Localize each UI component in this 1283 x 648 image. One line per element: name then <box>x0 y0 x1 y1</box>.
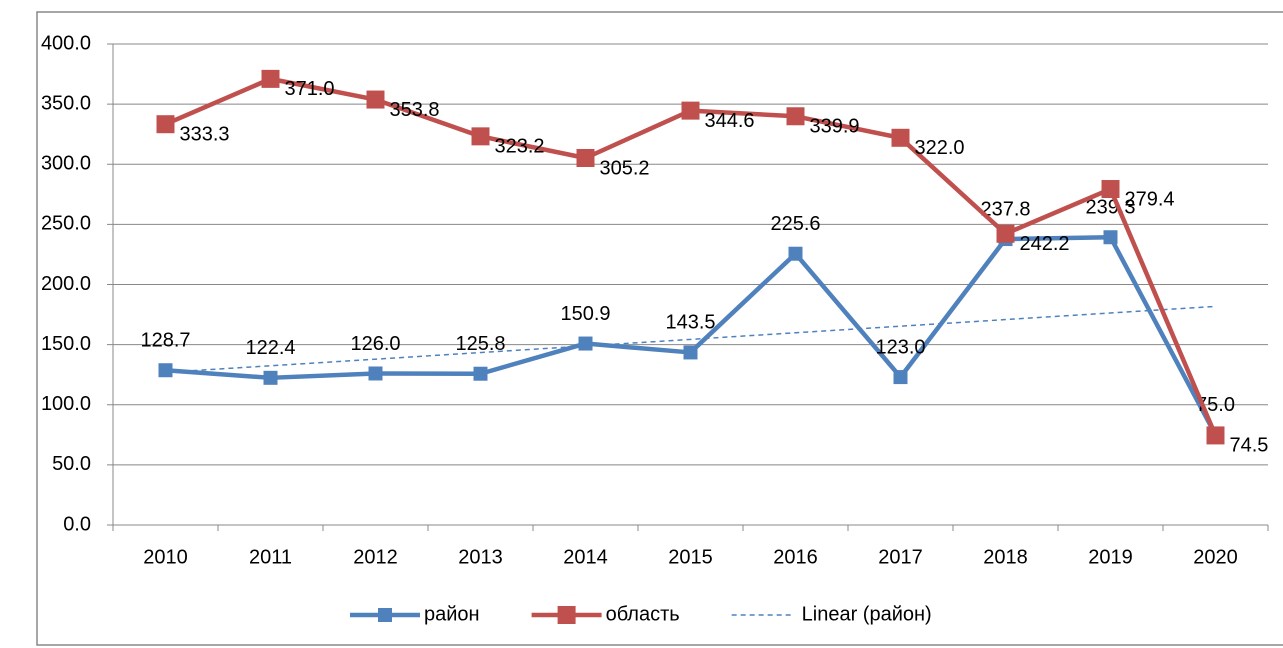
marker <box>996 224 1015 243</box>
x-tick-label: 2013 <box>458 546 503 568</box>
chart-frame <box>36 11 1283 646</box>
marker <box>366 90 385 109</box>
data-label: 143.5 <box>665 312 715 334</box>
data-label: 242.2 <box>1020 233 1070 255</box>
y-tick-label: 400.0 <box>41 32 91 54</box>
x-tick-label: 2014 <box>563 546 608 568</box>
legend-label: Linear (район) <box>802 603 932 625</box>
y-tick-label: 0.0 <box>63 513 91 535</box>
y-tick-label: 150.0 <box>41 333 91 355</box>
y-tick-label: 100.0 <box>41 393 91 415</box>
data-label: 126.0 <box>350 333 400 355</box>
data-label: 339.9 <box>810 116 860 138</box>
y-tick-label: 50.0 <box>52 453 91 475</box>
marker <box>263 370 278 385</box>
data-label: 322.0 <box>915 137 965 159</box>
marker <box>368 366 383 381</box>
x-tick-label: 2010 <box>143 546 188 568</box>
y-tick-label: 250.0 <box>41 213 91 235</box>
x-tick-label: 2017 <box>878 546 923 568</box>
data-label: 305.2 <box>600 157 650 179</box>
x-tick-label: 2015 <box>668 546 713 568</box>
legend-label: район <box>424 603 480 625</box>
marker <box>786 107 805 126</box>
data-label: 128.7 <box>140 330 190 352</box>
marker <box>1206 426 1225 445</box>
marker <box>158 363 173 378</box>
marker <box>578 336 593 351</box>
x-tick-label: 2018 <box>983 546 1028 568</box>
data-label: 323.2 <box>495 136 545 158</box>
data-label: 237.8 <box>980 198 1030 220</box>
data-label: 279.4 <box>1125 188 1175 210</box>
marker <box>788 246 803 261</box>
data-label: 123.0 <box>875 336 925 358</box>
x-tick-label: 2012 <box>353 546 398 568</box>
data-label: 344.6 <box>705 110 755 132</box>
data-label: 122.4 <box>245 337 295 359</box>
x-tick-label: 2016 <box>773 546 818 568</box>
data-label: 74.5 <box>1230 435 1269 457</box>
legend-marker <box>557 606 576 624</box>
legend-marker <box>378 608 392 622</box>
marker <box>891 128 910 147</box>
data-label: 333.3 <box>180 123 230 145</box>
data-label: 225.6 <box>770 213 820 235</box>
y-tick-label: 300.0 <box>41 153 91 175</box>
marker <box>1103 230 1118 245</box>
y-tick-label: 200.0 <box>41 273 91 295</box>
marker <box>156 115 175 134</box>
trendline <box>165 305 1216 374</box>
marker <box>683 345 698 360</box>
marker <box>893 370 908 385</box>
marker <box>473 366 488 381</box>
marker <box>681 101 700 120</box>
marker <box>576 148 595 167</box>
marker <box>471 127 490 146</box>
data-label: 150.9 <box>560 303 610 325</box>
marker <box>261 69 280 88</box>
legend-label: область <box>606 603 680 625</box>
marker <box>1101 180 1120 199</box>
y-tick-label: 350.0 <box>41 92 91 114</box>
x-tick-label: 2020 <box>1193 546 1238 568</box>
x-tick-label: 2011 <box>249 546 292 568</box>
data-label: 353.8 <box>390 99 440 121</box>
data-label: 125.8 <box>455 333 505 355</box>
data-label: 371.0 <box>285 78 335 100</box>
x-tick-label: 2019 <box>1088 546 1133 568</box>
